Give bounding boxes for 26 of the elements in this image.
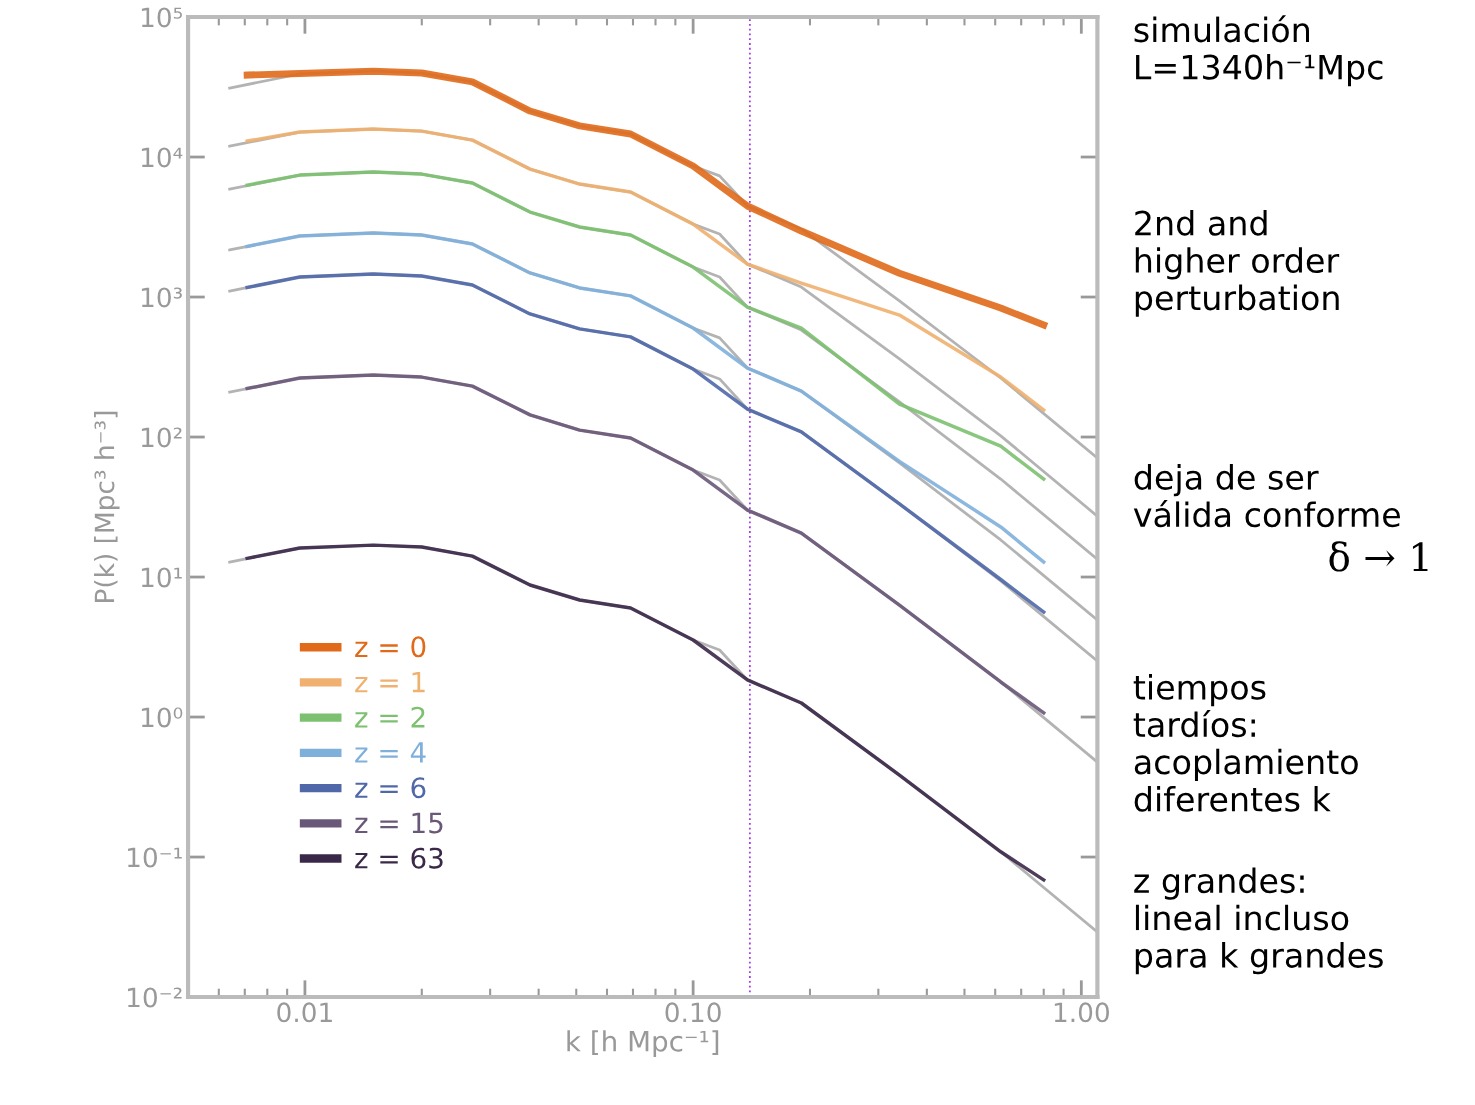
- text: z grandes: lineal incluso para k grandes: [1134, 867, 1383, 975]
- y-tick-label: 10¹: [141, 567, 182, 588]
- y-tick-label: 10²: [141, 427, 182, 448]
- x-tick-label: 0.01: [277, 1002, 332, 1023]
- legend-label: z = 6: [355, 777, 426, 799]
- text: simulación L=1340h⁻¹Mpc: [1134, 15, 1383, 87]
- x-tick-label: 1.00: [1054, 1002, 1109, 1023]
- y-tick-label: 10⁵: [141, 7, 182, 28]
- legend-label: z = 1: [355, 671, 425, 693]
- legend-label: z = 63: [355, 847, 443, 869]
- legend-label: z = 15: [355, 812, 443, 834]
- text: δ → 1: [1329, 541, 1428, 572]
- y-axis-title: P(k) [Mpc³ h⁻³]: [94, 411, 120, 602]
- legend-label: z = 0: [355, 636, 426, 658]
- y-tick-label: 10⁰: [141, 707, 183, 728]
- x-tick-label: 0.10: [665, 1002, 721, 1023]
- y-tick-label: 10⁻¹: [128, 847, 182, 868]
- legend-label: z = 2: [355, 706, 425, 728]
- y-tick-label: 10⁴: [141, 147, 183, 168]
- text: deja de ser válida conforme: [1133, 464, 1400, 528]
- text: 2nd and higher order perturbation: [1135, 209, 1340, 317]
- legend-label: z = 4: [355, 742, 426, 763]
- text: tiempos tardíos: acoplamiento diferentes k: [1133, 674, 1358, 812]
- y-tick-label: 10³: [141, 287, 182, 308]
- x-axis-title: k [h Mpc⁻¹]: [567, 1030, 719, 1058]
- y-tick-label: 10⁻²: [128, 987, 182, 1008]
